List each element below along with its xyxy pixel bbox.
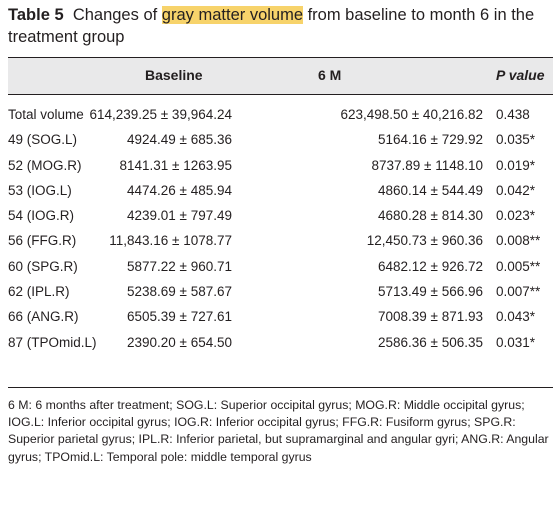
pvalue-cell: 0.005** (496, 258, 541, 274)
baseline-cell: 4924.49 ± 685.36 (126, 132, 232, 148)
pvalue-cell: 0.023* (496, 208, 536, 224)
pvalue-cell: 0.438 (496, 107, 530, 122)
month6-cell: 5713.49 ± 566.96 (377, 284, 483, 300)
header-6m: 6 M (318, 67, 342, 83)
region-cell: 66 (ANG.R) (8, 309, 79, 325)
caption-text-after: from baseline to month 6 in the treatmen… (8, 6, 535, 46)
pvalue-cell: 0.031* (496, 334, 536, 350)
table-body: Total volume 614,239.25 ± 39,964.24 623,49… (0, 106, 559, 359)
region-cell: 49 (SOG.L) (8, 132, 78, 148)
table-row: 62 (IPL.R) 5238.69 ± 587.67 5713.49 ± 566.… (0, 283, 559, 308)
table-top-rule (8, 57, 553, 58)
region-cell: 53 (IOG.L) (8, 182, 72, 198)
table-row: 87 (TPOmid.L) 2390.20 ± 654.50 2586.36 ± 5… (0, 334, 559, 359)
month6-cell: 7008.39 ± 871.93 (377, 309, 483, 325)
table-row: 49 (SOG.L) 4924.49 ± 685.36 5164.16 ± 729.… (0, 131, 559, 156)
baseline-cell: 614,239.25 ± 39,964.24 (89, 107, 232, 122)
baseline-cell: 4239.01 ± 797.49 (126, 208, 232, 224)
region-cell: 56 (FFG.R) (8, 233, 77, 249)
baseline-cell: 8141.31 ± 1263.95 (119, 157, 232, 173)
pvalue-cell: 0.043* (496, 309, 536, 325)
table-footnote: 6 M: 6 months after treatment; SOG.L: Su… (8, 398, 549, 464)
baseline-cell: 11,843.16 ± 1078.77 (109, 233, 232, 249)
table-row: 52 (MOG.R) 8141.31 ± 1263.95 8737.89 ± 114… (0, 157, 559, 182)
month6-cell: 5164.16 ± 729.92 (377, 132, 483, 148)
month6-cell: 4680.28 ± 814.30 (377, 208, 483, 224)
region-cell: 87 (TPOmid.L) (8, 334, 97, 350)
baseline-cell: 5877.22 ± 960.71 (126, 258, 232, 274)
pvalue-cell: 0.042* (496, 182, 536, 198)
baseline-cell: 4474.26 ± 485.94 (126, 182, 232, 198)
caption-highlight: gray matter volume (161, 6, 304, 24)
table-row: 53 (IOG.L) 4474.26 ± 485.94 4860.14 ± 544.… (0, 182, 559, 207)
month6-cell: 4860.14 ± 544.49 (377, 182, 483, 198)
table-row: 54 (IOG.R) 4239.01 ± 797.49 4680.28 ± 814.… (0, 207, 559, 232)
month6-cell: 6482.12 ± 926.72 (377, 258, 483, 274)
month6-cell: 623,498.50 ± 40,216.82 (340, 107, 483, 122)
table-row: 60 (SPG.R) 5877.22 ± 960.71 6482.12 ± 926.… (0, 258, 559, 283)
pvalue-cell: 0.035* (496, 132, 536, 148)
caption-text-before: Changes of (72, 6, 162, 24)
table-row: 56 (FFG.R) 11,843.16 ± 1078.77 12,450.73 ±… (0, 232, 559, 257)
pvalue-cell: 0.007** (496, 284, 541, 300)
table-bottom-rule (8, 387, 553, 388)
header-baseline: Baseline (145, 67, 203, 83)
pvalue-cell: 0.008** (496, 233, 541, 249)
region-cell: Total volume (8, 107, 84, 122)
table-row: 66 (ANG.R) 6505.39 ± 727.61 7008.39 ± 871.… (0, 308, 559, 333)
region-cell: 54 (IOG.R) (8, 208, 75, 224)
table-header-band (8, 58, 553, 94)
table-label: Table 5 (8, 6, 64, 24)
header-pvalue: P value (496, 67, 545, 83)
baseline-cell: 5238.69 ± 587.67 (126, 284, 232, 300)
region-cell: 60 (SPG.R) (8, 258, 78, 274)
table-caption: Table 5 Changes of gray matter volume fr… (8, 4, 553, 48)
region-cell: 62 (IPL.R) (8, 284, 70, 300)
month6-cell: 2586.36 ± 506.35 (377, 334, 483, 350)
table-row: Total volume 614,239.25 ± 39,964.24 623,49… (0, 106, 559, 131)
table-header-rule (8, 94, 553, 95)
month6-cell: 12,450.73 ± 960.36 (366, 233, 483, 249)
pvalue-cell: 0.019* (496, 157, 536, 173)
baseline-cell: 6505.39 ± 727.61 (126, 309, 232, 325)
baseline-cell: 2390.20 ± 654.50 (126, 334, 232, 350)
region-cell: 52 (MOG.R) (8, 157, 82, 173)
month6-cell: 8737.89 ± 1148.10 (371, 157, 483, 173)
